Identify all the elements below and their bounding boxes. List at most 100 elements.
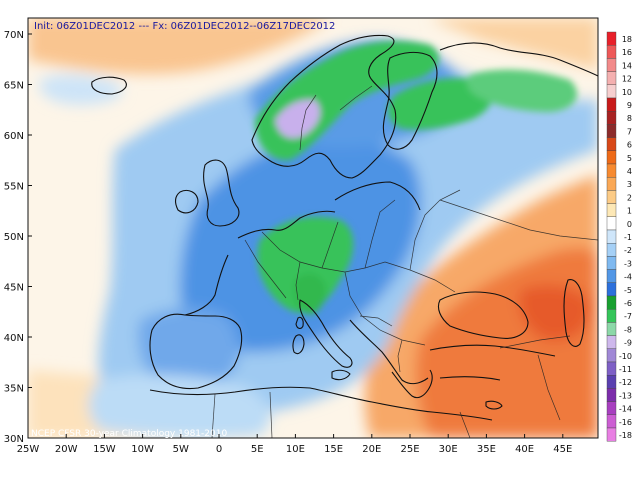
latitude-axis: 70N 65N 60N 55N 50N 45N 40N 35N 30N <box>4 30 32 445</box>
warm-top-left <box>28 18 330 75</box>
legend-label: 7 <box>627 127 632 136</box>
legend-label: -5 <box>624 286 632 295</box>
legend-swatch <box>606 335 617 350</box>
lon-tick-label: 20W <box>55 444 78 455</box>
greece-coast <box>391 369 433 399</box>
cold-cores <box>255 41 578 315</box>
cold-north-africa <box>88 374 271 438</box>
lon-tick-label: 15W <box>93 444 116 455</box>
legend-swatch <box>606 110 617 125</box>
warm-anomaly-core <box>518 284 591 341</box>
iceland <box>91 76 127 95</box>
legend-label: -9 <box>624 339 632 348</box>
legend-label: 4 <box>627 167 632 176</box>
border-line <box>295 261 301 301</box>
legend-swatch <box>606 45 617 59</box>
lat-tick-label: 50N <box>4 232 24 243</box>
longitude-axis: 25W 20W 15W 10W 5W 0 5E 10E 15E 20E 25E 30E 35E 40E 45… <box>17 434 572 455</box>
lat-tick-label: 55N <box>4 182 24 193</box>
legend-swatch <box>606 427 617 442</box>
legend-label: -3 <box>624 259 632 268</box>
legend-label: -13 <box>619 391 632 400</box>
border-line <box>364 199 396 269</box>
lon-tick-label: 45E <box>553 444 572 455</box>
finland-coast <box>382 51 438 150</box>
caspian-sea <box>563 279 585 347</box>
color-legend: 18161412109876543210-1-2-3-4-5-6-7-8-9-1… <box>606 31 632 442</box>
lon-tick-label: 40E <box>515 444 534 455</box>
legend-swatch <box>606 216 617 231</box>
green-finland <box>388 78 493 130</box>
legend-swatch <box>606 348 617 363</box>
legend-swatch <box>606 163 617 178</box>
lon-tick-label: 5W <box>173 444 189 455</box>
border-line <box>269 391 273 438</box>
legend-swatch <box>606 137 617 152</box>
border-line <box>397 339 403 373</box>
west-europe-coast <box>184 210 336 316</box>
legend-label: -8 <box>624 325 632 334</box>
legend-swatch <box>606 256 617 270</box>
cyprus <box>485 400 503 410</box>
legend-swatch <box>606 282 617 297</box>
map-title: GFS ENSEMBLE MEAN TEMPERATURE AVERAGE AN… <box>34 6 374 19</box>
legend-swatch <box>606 150 617 165</box>
legend-swatch <box>606 97 617 112</box>
legend-label: -1 <box>624 233 632 242</box>
legend-swatch <box>606 269 617 284</box>
border-line <box>537 354 561 421</box>
legend-label: 12 <box>622 75 632 84</box>
turkey-coast <box>429 344 556 381</box>
green-russia-north <box>466 69 578 112</box>
north-africa-coast <box>149 386 493 421</box>
legend-label: 2 <box>627 193 632 202</box>
lon-tick-label: 30E <box>439 444 458 455</box>
legend-swatch <box>606 361 617 376</box>
border-line <box>499 335 571 349</box>
warm-top-right <box>430 18 598 70</box>
legend-label: 16 <box>622 48 632 57</box>
legend-swatch <box>606 375 617 389</box>
legend-label: 1 <box>627 207 632 216</box>
legend-label: 3 <box>627 180 632 189</box>
border-line <box>459 411 471 438</box>
border-line <box>344 271 426 346</box>
lon-tick-label: 0 <box>216 444 222 455</box>
lat-tick-label: 35N <box>4 384 24 395</box>
legend-swatch <box>606 414 617 429</box>
legend-swatch <box>606 84 617 99</box>
legend-label: -16 <box>619 418 632 427</box>
legend-label: -2 <box>624 246 632 255</box>
green-central-europe <box>257 216 354 313</box>
legend-swatch <box>606 71 617 85</box>
russia-north-coast <box>439 42 598 77</box>
lon-tick-label: 5E <box>251 444 264 455</box>
legend-label: -7 <box>624 312 632 321</box>
legend-label: 0 <box>627 220 632 229</box>
uk-ireland <box>175 159 240 227</box>
iberia-coast <box>149 313 243 390</box>
border-line <box>211 393 216 438</box>
italy-coast <box>299 299 353 368</box>
cold-iberia <box>138 308 240 387</box>
border-line <box>409 189 461 271</box>
legend-swatch <box>606 322 617 336</box>
border-line <box>321 221 339 269</box>
lat-tick-label: 45N <box>4 283 24 294</box>
legend-label: -4 <box>624 273 632 282</box>
legend-label: 6 <box>627 141 632 150</box>
legend-swatch <box>606 295 617 310</box>
sicily <box>331 369 351 381</box>
legend-label: -6 <box>624 299 632 308</box>
legend-swatch <box>606 31 617 46</box>
legend-label: 14 <box>622 61 632 70</box>
border-line <box>359 315 393 327</box>
legend-label: -11 <box>619 365 632 374</box>
legend-swatch <box>606 176 617 191</box>
border-line <box>244 239 287 299</box>
lon-tick-label: 10W <box>131 444 154 455</box>
lat-tick-label: 40N <box>4 333 24 344</box>
country-borders <box>211 85 598 438</box>
baltic-coast <box>334 181 421 211</box>
lon-tick-label: 10E <box>286 444 305 455</box>
